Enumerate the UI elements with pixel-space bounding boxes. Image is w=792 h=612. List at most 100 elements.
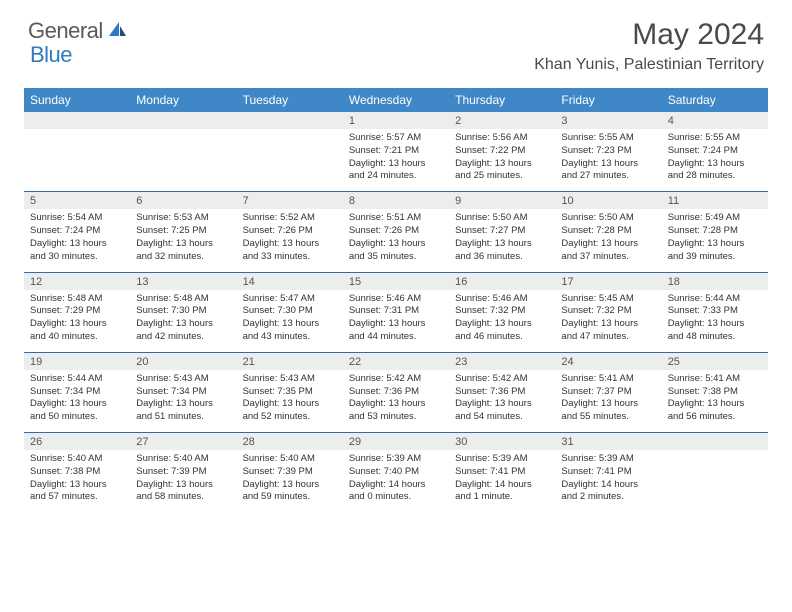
sunrise-value: 5:50 AM	[599, 212, 634, 223]
sunset-label: Sunset:	[668, 145, 703, 156]
sunset-value: 7:26 PM	[277, 225, 312, 236]
day-info-cell	[130, 130, 236, 192]
day-number-cell: 6	[130, 192, 236, 210]
daylight-label: Daylight:	[455, 158, 495, 169]
day-info-cell: Sunrise: 5:44 AMSunset: 7:33 PMDaylight:…	[662, 290, 768, 352]
day-info-cell: Sunrise: 5:48 AMSunset: 7:29 PMDaylight:…	[24, 290, 130, 352]
sunset-value: 7:38 PM	[65, 466, 100, 477]
day-info-cell	[24, 130, 130, 192]
day-number-cell: 26	[24, 433, 130, 451]
sunrise-label: Sunrise:	[30, 293, 68, 304]
day-number-cell: 14	[237, 272, 343, 290]
sunset-value: 7:32 PM	[596, 305, 631, 316]
sunrise-value: 5:51 AM	[386, 212, 421, 223]
sunset-label: Sunset:	[349, 386, 384, 397]
sunrise-value: 5:39 AM	[386, 453, 421, 464]
sunrise-label: Sunrise:	[30, 212, 68, 223]
sunrise-label: Sunrise:	[455, 373, 493, 384]
day-number-cell: 25	[662, 352, 768, 370]
daylight-label: Daylight:	[243, 479, 283, 490]
daylight-label: Daylight:	[349, 238, 389, 249]
day-info-cell: Sunrise: 5:52 AMSunset: 7:26 PMDaylight:…	[237, 210, 343, 272]
sunrise-label: Sunrise:	[561, 212, 599, 223]
sunrise-label: Sunrise:	[136, 212, 174, 223]
sunset-label: Sunset:	[561, 225, 596, 236]
day-number-cell: 18	[662, 272, 768, 290]
sunrise-value: 5:48 AM	[68, 293, 103, 304]
info-row: Sunrise: 5:44 AM Sunset: 7:34 PMDaylight:…	[24, 370, 768, 432]
sunset-label: Sunset:	[455, 305, 490, 316]
sunrise-value: 5:55 AM	[599, 132, 634, 143]
day-number-cell: 19	[24, 352, 130, 370]
dow-monday: Monday	[130, 88, 236, 112]
sunset-value: 7:36 PM	[490, 386, 525, 397]
sunrise-value: 5:40 AM	[174, 453, 209, 464]
daylight-label: Daylight:	[136, 398, 176, 409]
sunset-value: 7:27 PM	[490, 225, 525, 236]
daylight-label: Daylight:	[561, 158, 601, 169]
title-block: May 2024 Khan Yunis, Palestinian Territo…	[534, 18, 764, 74]
sunrise-label: Sunrise:	[668, 212, 706, 223]
sunrise-value: 5:44 AM	[68, 373, 103, 384]
day-info-cell: Sunrise: 5:42 AMSunset: 7:36 PMDaylight:…	[449, 370, 555, 432]
sunset-label: Sunset:	[561, 145, 596, 156]
sunrise-value: 5:50 AM	[493, 212, 528, 223]
day-number-cell: 8	[343, 192, 449, 210]
daylight-label: Daylight:	[136, 479, 176, 490]
day-info-cell: Sunrise: 5:55 AMSunset: 7:23 PMDaylight:…	[555, 130, 661, 192]
day-number-cell: 11	[662, 192, 768, 210]
dow-wednesday: Wednesday	[343, 88, 449, 112]
day-info-cell: Sunrise: 5:41 AMSunset: 7:38 PMDaylight:…	[662, 370, 768, 432]
sunset-value: 7:41 PM	[596, 466, 631, 477]
day-number-cell	[130, 112, 236, 130]
day-number-cell	[237, 112, 343, 130]
daynum-row: 1234	[24, 112, 768, 130]
day-info-cell: Sunrise: 5:42 AMSunset: 7:36 PMDaylight:…	[343, 370, 449, 432]
sunrise-label: Sunrise:	[455, 132, 493, 143]
sunset-label: Sunset:	[243, 466, 278, 477]
day-info-cell: Sunrise: 5:43 AMSunset: 7:34 PMDaylight:…	[130, 370, 236, 432]
day-number-cell: 9	[449, 192, 555, 210]
sunset-label: Sunset:	[349, 466, 384, 477]
sunset-value: 7:39 PM	[171, 466, 206, 477]
sunset-value: 7:23 PM	[596, 145, 631, 156]
daylight-label: Daylight:	[455, 238, 495, 249]
sunset-value: 7:35 PM	[277, 386, 312, 397]
day-info-cell: Sunrise: 5:40 AMSunset: 7:39 PMDaylight:…	[130, 451, 236, 513]
sunrise-value: 5:49 AM	[705, 212, 740, 223]
sunrise-value: 5:41 AM	[599, 373, 634, 384]
day-info-cell: Sunrise: 5:50 AMSunset: 7:27 PMDaylight:…	[449, 210, 555, 272]
sunrise-value: 5:42 AM	[386, 373, 421, 384]
sunrise-value: 5:46 AM	[493, 293, 528, 304]
day-number-cell: 23	[449, 352, 555, 370]
day-number-cell: 17	[555, 272, 661, 290]
sunset-value: 7:31 PM	[384, 305, 419, 316]
day-number-cell	[662, 433, 768, 451]
brand-text-blue: Blue	[30, 42, 72, 67]
sunset-label: Sunset:	[561, 305, 596, 316]
day-info-cell: Sunrise: 5:43 AMSunset: 7:35 PMDaylight:…	[237, 370, 343, 432]
sunset-value: 7:40 PM	[384, 466, 419, 477]
calendar-table: Sunday Monday Tuesday Wednesday Thursday…	[24, 88, 768, 512]
sunset-label: Sunset:	[668, 305, 703, 316]
sunrise-label: Sunrise:	[30, 373, 68, 384]
day-number-cell: 16	[449, 272, 555, 290]
day-number-cell: 21	[237, 352, 343, 370]
day-number-cell: 1	[343, 112, 449, 130]
sunset-value: 7:26 PM	[384, 225, 419, 236]
day-info-cell: Sunrise: 5:53 AMSunset: 7:25 PMDaylight:…	[130, 210, 236, 272]
sunset-value: 7:34 PM	[171, 386, 206, 397]
sunrise-label: Sunrise:	[455, 212, 493, 223]
daylight-label: Daylight:	[30, 479, 70, 490]
daylight-label: Daylight:	[668, 158, 708, 169]
sunset-value: 7:38 PM	[703, 386, 738, 397]
sunset-label: Sunset:	[455, 145, 490, 156]
sunrise-value: 5:40 AM	[68, 453, 103, 464]
sunset-value: 7:30 PM	[171, 305, 206, 316]
sunrise-value: 5:54 AM	[68, 212, 103, 223]
day-number-cell: 31	[555, 433, 661, 451]
day-number-cell: 4	[662, 112, 768, 130]
sunrise-value: 5:43 AM	[174, 373, 209, 384]
day-info-cell: Sunrise: 5:45 AMSunset: 7:32 PMDaylight:…	[555, 290, 661, 352]
sunset-label: Sunset:	[243, 386, 278, 397]
